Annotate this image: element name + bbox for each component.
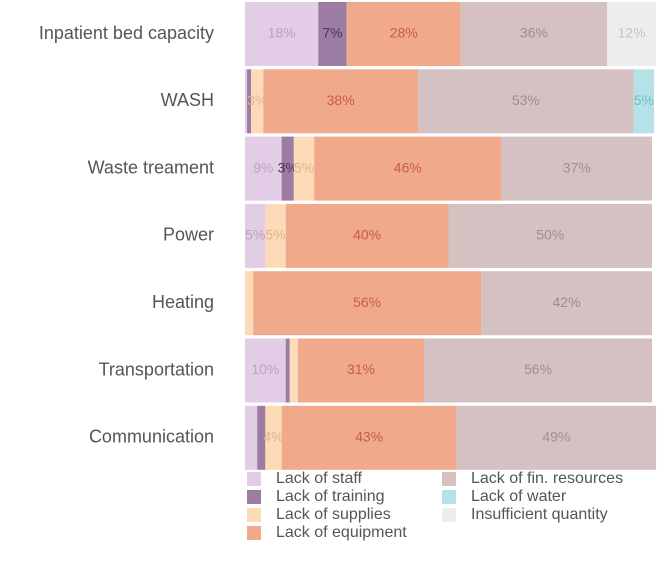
value-label: 9%	[253, 159, 273, 175]
category-label: Power	[163, 225, 214, 245]
bar-segment	[281, 136, 294, 201]
category-label: Inpatient bed capacity	[39, 23, 214, 43]
bar-segment	[481, 271, 652, 336]
bar-segment	[456, 405, 657, 470]
bar-segment	[245, 69, 248, 134]
category-label: Communication	[89, 427, 214, 447]
bar-segment	[253, 271, 482, 336]
bar-segment	[607, 2, 657, 66]
bar-segment	[346, 2, 461, 66]
bar-segment	[265, 203, 286, 268]
value-label: 12%	[618, 25, 646, 41]
bar-segment	[245, 338, 286, 403]
value-label: 3%	[247, 92, 267, 108]
bar-segment	[265, 405, 282, 470]
bar-segment	[245, 203, 266, 268]
bar-segment	[424, 338, 652, 403]
bar-segment	[297, 338, 425, 403]
category-label: Heating	[152, 292, 214, 312]
bar-segment	[245, 136, 282, 201]
legend-swatch	[442, 490, 456, 504]
value-label: 5%	[634, 92, 654, 108]
legend-swatch	[247, 472, 261, 486]
bar-segment	[314, 136, 502, 201]
category-label: Waste treament	[88, 157, 214, 177]
legend-label: Lack of fin. resources	[471, 470, 623, 487]
legend-label: Lack of equipment	[276, 524, 407, 541]
value-label: 49%	[542, 429, 570, 445]
bar-segment	[281, 405, 457, 470]
bar-segment	[501, 136, 652, 201]
value-label: 5%	[245, 227, 265, 243]
value-label: 10%	[251, 361, 279, 377]
category-label: Transportation	[99, 359, 214, 379]
bar-segment	[289, 338, 298, 403]
value-label: 28%	[390, 25, 418, 41]
value-label: 36%	[520, 25, 548, 41]
value-label: 43%	[355, 429, 383, 445]
legend-label: Lack of training	[276, 488, 385, 505]
legend-swatch	[247, 508, 261, 522]
value-label: 38%	[327, 92, 355, 108]
bar-segment	[251, 69, 264, 134]
bar-segment	[417, 69, 634, 134]
bar-segment	[245, 271, 254, 336]
bar-segment	[460, 2, 608, 66]
bar-segment	[293, 136, 315, 201]
category-label: WASH	[161, 90, 214, 110]
value-label: 56%	[353, 294, 381, 310]
value-label: 31%	[347, 361, 375, 377]
value-label: 50%	[536, 227, 564, 243]
legend-label: Lack of staff	[276, 470, 363, 487]
bar-segment	[257, 405, 266, 470]
value-label: 5%	[294, 159, 314, 175]
bar-segment	[633, 69, 655, 134]
legend-label: Lack of supplies	[276, 506, 391, 523]
value-label: 5%	[265, 227, 285, 243]
value-label: 40%	[353, 227, 381, 243]
value-label: 46%	[394, 159, 422, 175]
bar-segment	[245, 2, 319, 66]
value-label: 4%	[263, 429, 283, 445]
value-label: 56%	[524, 361, 552, 377]
legend-swatch	[247, 490, 261, 504]
value-label: 37%	[563, 159, 591, 175]
legend-label: Insufficient quantity	[471, 506, 608, 523]
bar-segment	[285, 338, 290, 403]
bar-segment	[245, 405, 258, 470]
bar-segment	[285, 203, 449, 268]
value-label: 42%	[553, 294, 581, 310]
legend-swatch	[442, 508, 456, 522]
bar-segment	[448, 203, 652, 268]
value-label: 53%	[512, 92, 540, 108]
legend-swatch	[247, 526, 261, 540]
legend-label: Lack of water	[471, 488, 567, 505]
value-label: 3%	[278, 159, 298, 175]
bar-segment	[318, 2, 347, 66]
bar-segment	[263, 69, 418, 134]
value-label: 18%	[268, 25, 296, 41]
bar-segment	[247, 69, 252, 134]
legend-swatch	[442, 472, 456, 486]
value-label: 7%	[322, 25, 342, 41]
